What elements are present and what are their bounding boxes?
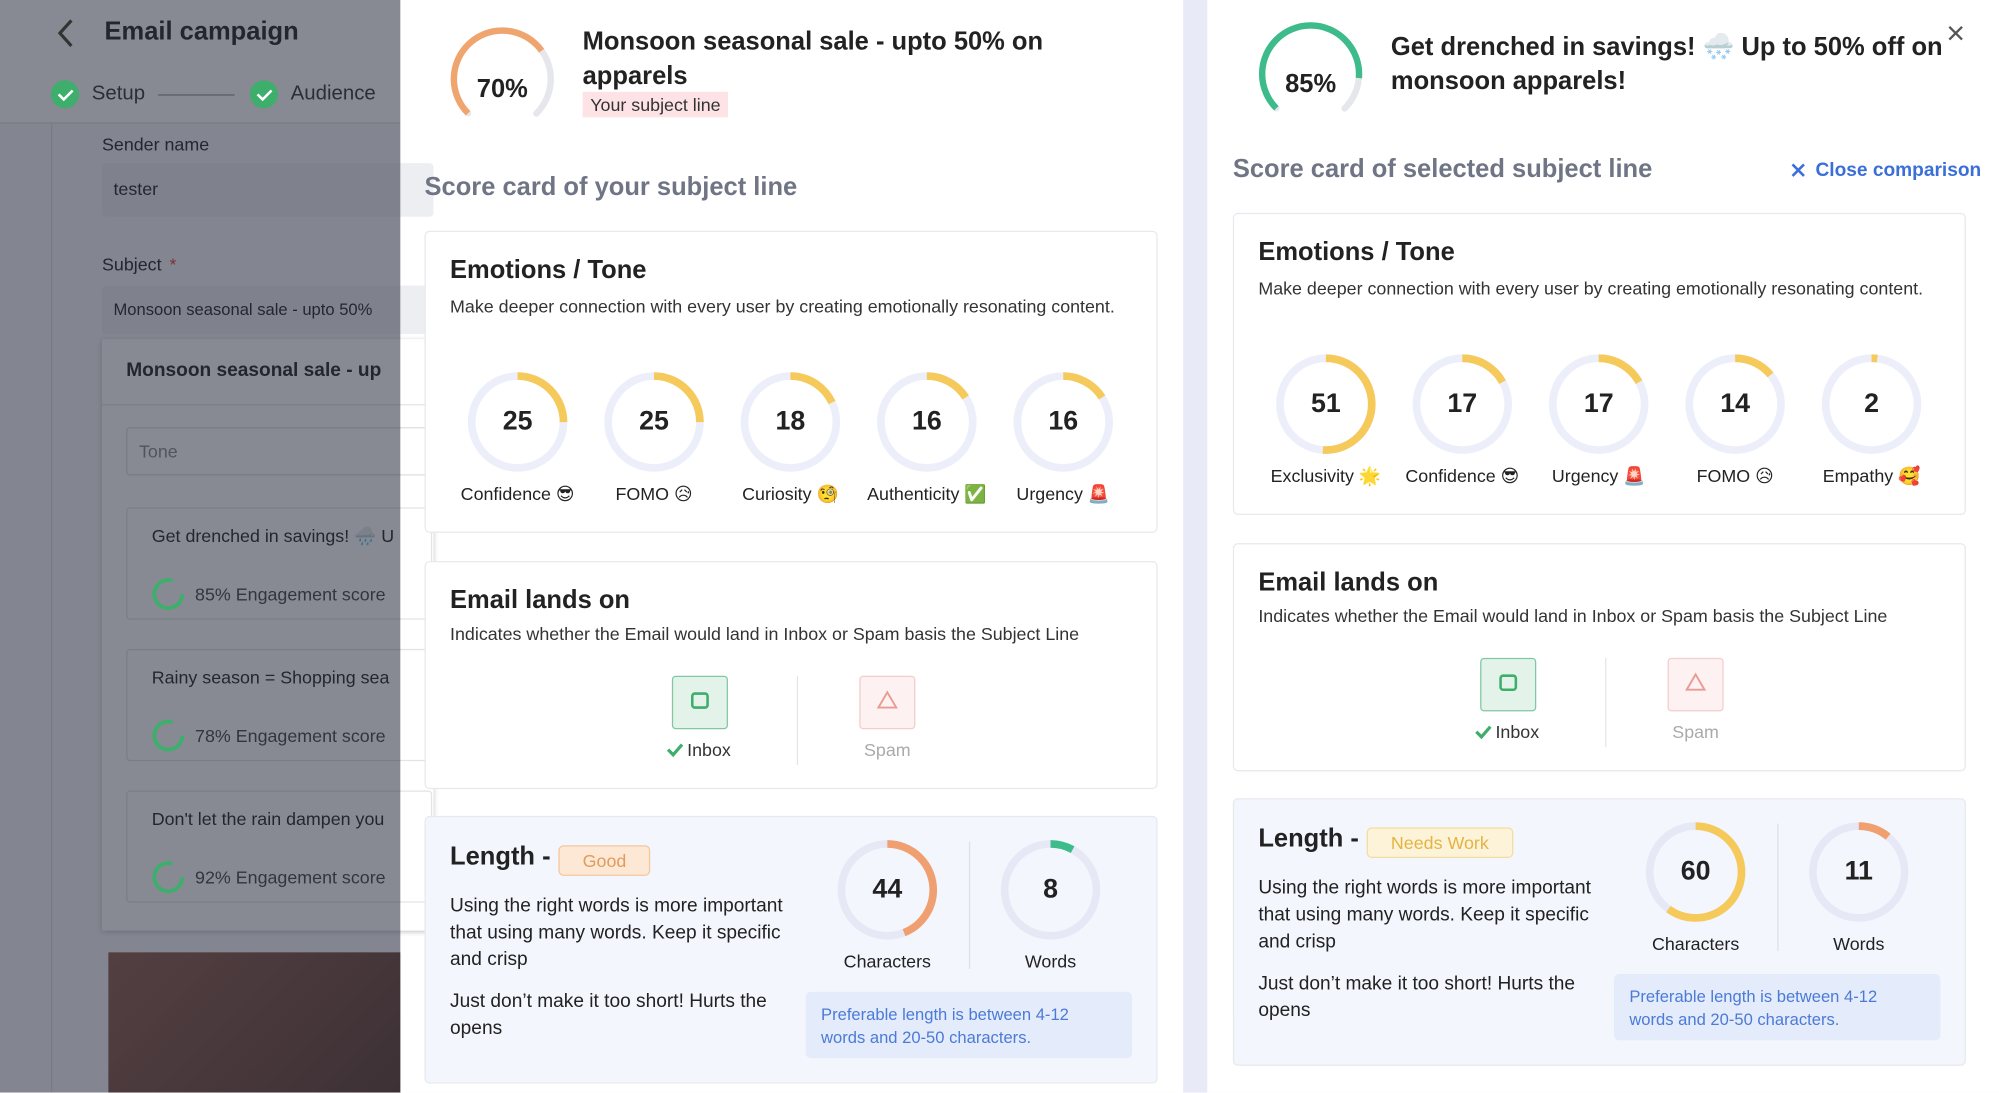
emotion-label: FOMO 😥 <box>615 483 693 504</box>
card <box>424 560 1158 790</box>
card-title: Emotions / Tone <box>450 256 647 285</box>
length-text: Using the right words is more important … <box>1258 877 1591 953</box>
score: 85% <box>1285 70 1337 99</box>
length-label: Words <box>1833 933 1885 954</box>
emotion-value: 17 <box>1447 388 1478 419</box>
emotion-value: 18 <box>775 406 806 437</box>
badge: Needs Work <box>1366 827 1514 859</box>
gap <box>1183 0 1208 1093</box>
length-label: Words <box>1024 951 1077 972</box>
divider <box>968 841 971 969</box>
close-comparison[interactable]: Close comparison <box>1815 159 1982 182</box>
tag: Your subject line <box>582 91 729 118</box>
emotion-value: 51 <box>1310 388 1341 419</box>
emotion-value: 25 <box>639 406 669 437</box>
overlay <box>0 0 401 1093</box>
score: 70% <box>476 75 528 104</box>
note: Preferable length is between 4-12 words … <box>805 991 1133 1059</box>
emotion-label: Urgency 🚨 <box>1551 465 1646 486</box>
subject-line: Get drenched in savings! 🌨️ Up to 50% of… <box>1390 33 1943 96</box>
emotion-label: Urgency 🚨 <box>1016 483 1111 504</box>
emotion-value: 16 <box>911 406 942 437</box>
emotion-value: 14 <box>1720 388 1751 419</box>
card-desc: Indicates whether the Email would land i… <box>1258 605 1888 626</box>
emotion-label: Empathy 🥰 <box>1822 465 1921 486</box>
length-label: Characters <box>1651 933 1740 954</box>
card <box>1232 543 1966 772</box>
length-value: 11 <box>1844 856 1873 887</box>
length-value: 8 <box>1043 874 1058 904</box>
emotion-label: Confidence 😎 <box>460 483 575 504</box>
card-desc: Make deeper connection with every user b… <box>1258 277 1924 299</box>
badge: Good <box>558 845 651 876</box>
card-title: Email lands on <box>1258 568 1439 597</box>
card-title: Email lands on <box>450 586 630 615</box>
inbox-label: Inbox <box>1495 721 1540 742</box>
emotion-value: 17 <box>1583 388 1614 419</box>
divider <box>1777 823 1779 952</box>
spam-box[interactable] <box>1667 657 1724 712</box>
inbox-box[interactable] <box>671 675 728 730</box>
card-desc: Make deeper connection with every user b… <box>450 295 1115 317</box>
spam-box[interactable] <box>859 675 916 730</box>
emotion-value: 2 <box>1864 388 1880 419</box>
emotion-label: Curiosity 🧐 <box>742 483 839 504</box>
spam-label: Spam <box>1672 721 1719 742</box>
length-value: 44 <box>872 874 903 904</box>
inbox-box[interactable] <box>1480 657 1537 712</box>
scorecard-title: Score card of your subject line <box>424 173 798 202</box>
emotion-value: 16 <box>1048 406 1079 437</box>
card-title: Emotions / Tone <box>1258 238 1455 267</box>
spam-label: Spam <box>864 739 911 760</box>
length-text: Just don’t make it too short! Hurts the … <box>450 990 767 1040</box>
length-value: 60 <box>1680 856 1711 887</box>
emotion-label: Exclusivity 🌟 <box>1270 465 1382 486</box>
note: Preferable length is between 4-12 words … <box>1614 974 1941 1041</box>
card-desc: Indicates whether the Email would land i… <box>450 623 1080 644</box>
scorecard-title: Score card of selected subject line <box>1232 155 1653 184</box>
inbox-label: Inbox <box>687 739 731 760</box>
emotion-label: FOMO 😥 <box>1696 465 1774 486</box>
subject-line: Monsoon seasonal sale - upto 50% on appa… <box>582 28 1044 91</box>
length-text: Using the right words is more important … <box>450 894 783 971</box>
card-title: Length - <box>450 842 551 871</box>
emotion-label: Confidence 😎 <box>1405 465 1520 486</box>
emotion-value: 25 <box>502 406 533 437</box>
emotion-label: Authenticity ✅ <box>867 483 987 504</box>
divider <box>1605 657 1607 748</box>
card-title: Length - <box>1258 824 1359 853</box>
length-label: Characters <box>843 951 931 972</box>
divider <box>796 675 799 765</box>
length-text: Just don’t make it too short! Hurts the … <box>1258 972 1576 1022</box>
